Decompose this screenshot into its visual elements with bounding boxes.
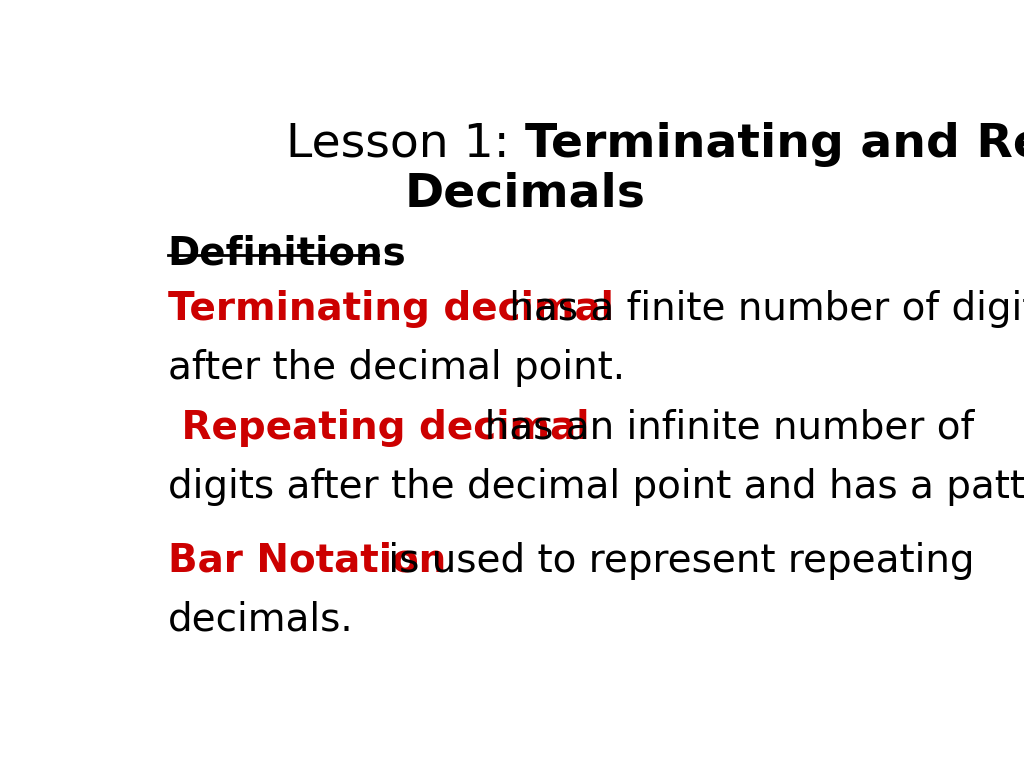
Text: Terminating and Repeating: Terminating and Repeating — [524, 121, 1024, 167]
Text: decimals.: decimals. — [168, 601, 353, 639]
Text: Lesson 1:: Lesson 1: — [286, 121, 524, 167]
Text: Bar Notation: Bar Notation — [168, 541, 445, 580]
Text: has an infinite number of: has an infinite number of — [460, 409, 974, 446]
Text: Definitions: Definitions — [168, 234, 407, 272]
Text: digits after the decimal point and has a pattern.: digits after the decimal point and has a… — [168, 468, 1024, 505]
Text: after the decimal point.: after the decimal point. — [168, 349, 625, 387]
Text: Repeating decimal: Repeating decimal — [168, 409, 589, 446]
Text: Decimals: Decimals — [404, 172, 645, 217]
Text: has a finite number of digits: has a finite number of digits — [497, 290, 1024, 328]
Text: is used to represent repeating: is used to represent repeating — [376, 541, 974, 580]
Text: Terminating decimal: Terminating decimal — [168, 290, 613, 328]
